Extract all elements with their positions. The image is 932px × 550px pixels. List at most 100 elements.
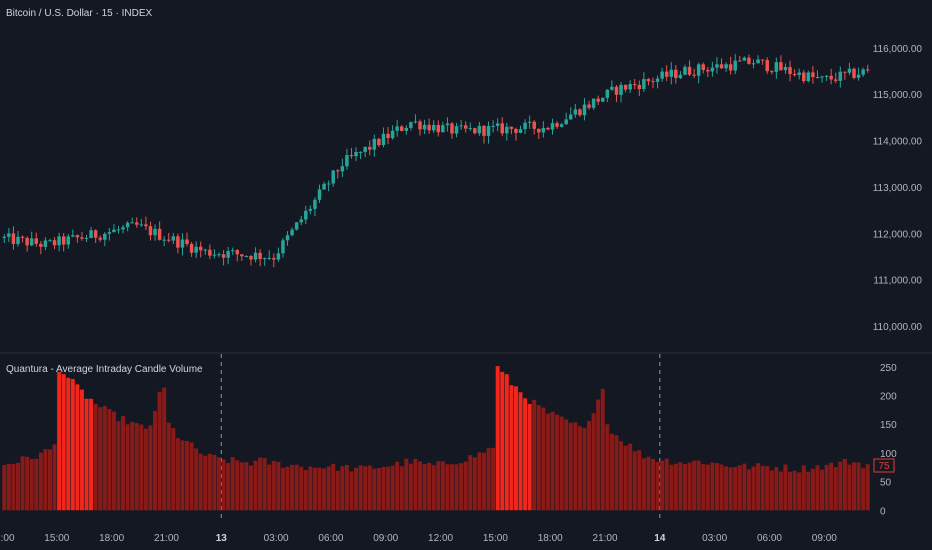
time-tick-label: 12:00	[428, 533, 453, 544]
volume-bar	[436, 461, 441, 511]
candle	[212, 249, 217, 259]
volume-bar	[294, 464, 299, 511]
volume-pane[interactable]: 0 50 100 150 200 250 75 Quantura - Average In…	[2, 354, 932, 518]
candle	[272, 253, 276, 268]
time-tick-label: 18:00	[538, 533, 563, 544]
last-value-label: 75	[878, 461, 890, 472]
volume-bar	[203, 455, 208, 511]
volume-bar	[751, 466, 756, 511]
candle	[724, 62, 728, 72]
volume-bar	[52, 444, 57, 511]
candle	[276, 247, 281, 262]
candle	[687, 60, 692, 77]
volume-bar	[134, 423, 139, 511]
volume-bar	[98, 407, 103, 511]
volume-bar	[408, 463, 413, 511]
volume-bar	[258, 457, 263, 511]
candle	[642, 72, 646, 92]
volume-bar	[852, 462, 856, 511]
volume-bar	[381, 467, 386, 511]
price-pane[interactable]: 110,000.00 111,000.00 112,000.00 113,000.00…	[2, 8, 923, 333]
candle	[194, 241, 198, 259]
candle	[468, 122, 472, 131]
candle	[646, 77, 651, 86]
candle	[116, 225, 121, 234]
candle	[797, 68, 801, 80]
volume-bar	[788, 471, 793, 511]
volume-bar	[468, 455, 473, 511]
time-tick-label: 14	[654, 533, 666, 544]
candle	[486, 121, 491, 144]
volume-bar	[614, 435, 619, 511]
candle	[171, 233, 176, 244]
day-separators	[220, 354, 661, 518]
volume-bar	[440, 461, 445, 511]
time-x-axis: 12:00 15:00 18:00 21:00 13 03:00 06:00 09:00 12:…	[0, 533, 837, 544]
volume-bar	[367, 465, 372, 511]
volume-bar	[194, 448, 199, 511]
volume-bar	[724, 466, 729, 511]
candle	[130, 217, 134, 224]
candle	[829, 68, 833, 85]
candle	[358, 151, 363, 160]
volume-bar	[495, 366, 500, 511]
volume-bar	[509, 385, 514, 511]
volume-bar	[810, 468, 815, 511]
volume-bar	[564, 419, 569, 511]
candle	[39, 240, 43, 255]
volume-bar	[591, 413, 596, 511]
volume-bar	[34, 458, 39, 511]
price-tick-label: 114,000.00	[873, 137, 923, 148]
volume-bar	[632, 451, 637, 511]
candle	[93, 229, 98, 243]
volume-bar	[390, 465, 395, 511]
candle	[322, 181, 326, 190]
volume-bar	[70, 379, 75, 511]
candle	[459, 120, 463, 130]
volume-bar	[518, 392, 523, 511]
volume-bar	[568, 422, 573, 511]
candle	[7, 228, 11, 243]
volume-bar	[815, 465, 820, 511]
candle	[578, 108, 582, 117]
volume-bar	[322, 468, 327, 511]
price-tick-label: 116,000.00	[873, 44, 923, 55]
volume-bar	[705, 464, 710, 511]
candle	[381, 127, 386, 148]
candle	[162, 236, 166, 247]
volume-bar	[865, 464, 870, 511]
candle	[678, 71, 683, 80]
candle	[861, 67, 865, 77]
volume-bar	[829, 462, 834, 511]
volume-bar	[797, 472, 802, 511]
candle	[299, 215, 303, 226]
candle	[733, 54, 737, 75]
candle	[779, 55, 783, 71]
candle	[157, 221, 162, 241]
volume-bar	[660, 460, 665, 511]
volume-tick-label: 150	[880, 420, 897, 431]
volume-bar	[235, 460, 240, 511]
volume-bar	[587, 421, 592, 511]
volume-bar	[422, 464, 427, 511]
volume-bar	[472, 457, 477, 511]
volume-bar	[573, 422, 578, 511]
candle	[541, 121, 546, 138]
candle	[601, 97, 605, 103]
candle	[441, 121, 445, 133]
candle	[153, 224, 157, 241]
volume-bar	[454, 464, 459, 511]
candle	[431, 120, 436, 133]
volume-bar	[824, 464, 829, 511]
volume-bar	[303, 469, 308, 511]
volume-bar	[57, 371, 62, 511]
volume-bar	[545, 413, 550, 511]
candle	[180, 233, 185, 256]
candle	[500, 117, 504, 137]
volume-bar	[125, 424, 130, 511]
candle	[258, 249, 262, 267]
volume-bar	[116, 421, 121, 511]
volume-bar	[655, 461, 660, 511]
volume-bar	[248, 465, 253, 511]
volume-bar	[504, 374, 509, 511]
